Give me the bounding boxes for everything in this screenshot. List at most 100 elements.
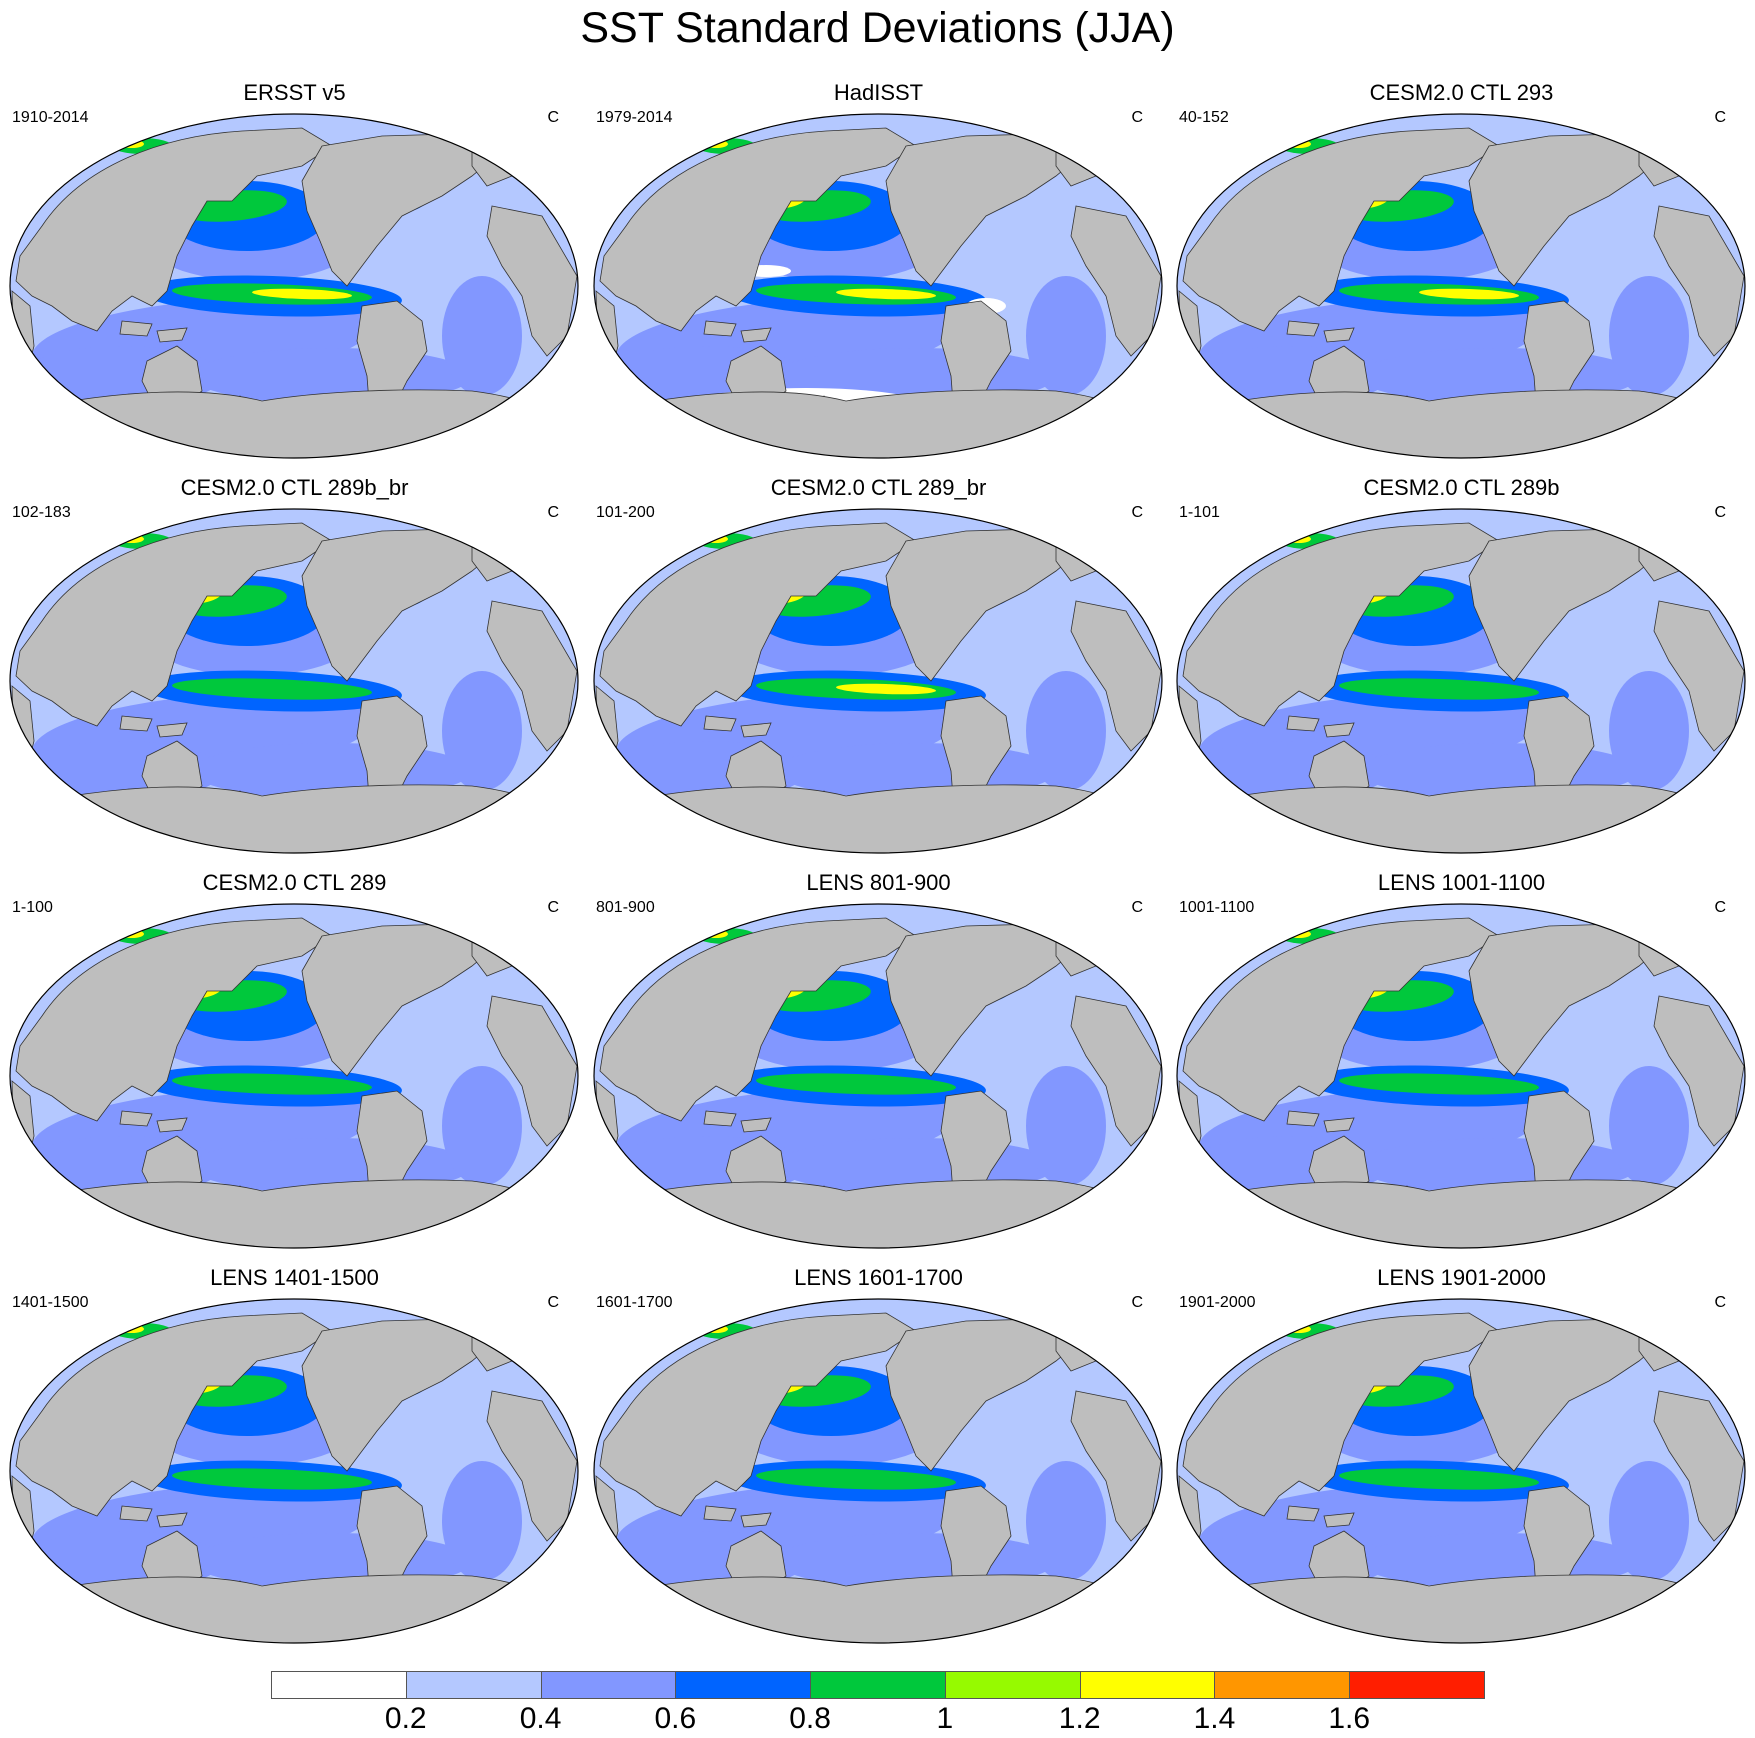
map-border [9,903,579,1249]
map-panel: LENS 801-900 801-900 C [586,870,1171,1255]
landmass [703,1505,737,1522]
landmass [119,1505,153,1522]
map-panel: ERSST v5 1910-2014 C [2,80,587,465]
variability-contour [1339,1468,1539,1490]
landmass [1286,1505,1320,1522]
colorbar-tick-label: 1.6 [1328,1702,1371,1735]
colorbar-tick-label: 1 [936,1702,954,1735]
variability-contour [172,1468,372,1490]
variability-contour [1419,288,1519,300]
landmass [599,917,917,1122]
panel-title: CESM2.0 CTL 293 [1369,80,1554,105]
panel-period: 101-200 [596,504,655,521]
colorbar-swatch [1079,1671,1216,1699]
variability-contour [1339,1073,1539,1095]
sst-map [593,508,1163,854]
sst-map [9,113,579,459]
colorbar-swatch [271,1671,407,1699]
colorbar-tick-label: 0.4 [519,1702,562,1735]
map-panel: LENS 1901-2000 1901-2000 C [1169,1265,1754,1650]
map-border [593,1298,1163,1644]
variability-contour [1026,671,1106,791]
map-border [1176,1298,1746,1644]
panel-period: 1979-2014 [596,109,673,126]
variability-contour [1026,276,1106,396]
map-panel: CESM2.0 CTL 293 40-152 C [1169,80,1754,465]
landmass [1653,600,1745,752]
landmass [1198,389,1725,458]
colorbar-swatch [810,1671,946,1699]
landmass [31,389,558,458]
colorbar-swatch [944,1671,1081,1699]
colorbar-swatch [675,1671,812,1699]
map-panel: CESM2.0 CTL 289b 1-101 C [1169,475,1754,860]
variability-contour [1026,1066,1106,1186]
panel-period: 1-100 [12,899,53,916]
sst-map [593,1298,1163,1644]
panel-period: 801-900 [596,899,655,916]
colorbar-tick-label: 0.6 [654,1702,697,1735]
variability-contour [442,1066,522,1186]
colorbar-tick-label: 0.8 [789,1702,831,1735]
map-border [1176,113,1746,459]
landmass [31,1574,558,1643]
panel-period: 1-101 [1179,504,1220,521]
panel-period: 1901-2000 [1179,1294,1256,1311]
landmass [156,722,188,738]
panel-units: C [1714,1294,1726,1311]
landmass [1070,1390,1162,1542]
landmass [1323,1117,1355,1133]
panel-period: 1401-1500 [12,1294,89,1311]
variability-contour [1026,1461,1106,1581]
landmass [1653,205,1745,357]
panel-title: CESM2.0 CTL 289b [1363,475,1560,500]
map-panel: LENS 1401-1500 1401-1500 C [2,1265,587,1650]
colorbar [271,1671,1485,1701]
panel-period: 102-183 [12,504,71,521]
map-border [593,113,1163,459]
variability-contour [1609,671,1689,791]
panel-units: C [1131,109,1143,126]
variability-contour [1609,1066,1689,1186]
colorbar-swatch [540,1671,677,1699]
landmass [15,917,333,1122]
panel-title: CESM2.0 CTL 289_br [770,475,987,500]
colorbar-swatch [1349,1671,1485,1699]
panel-units: C [1131,1294,1143,1311]
panel-period: 40-152 [1179,109,1229,126]
landmass [119,1110,153,1127]
landmass [740,1512,772,1528]
landmass [1182,1312,1500,1517]
map-panel: CESM2.0 CTL 289_br 101-200 C [586,475,1171,860]
variability-contour [756,1468,956,1490]
variability-contour [442,1461,522,1581]
landmass [615,389,1142,458]
panel-period: 1001-1100 [1179,899,1255,916]
sst-map [9,903,579,1249]
landmass [615,784,1142,853]
landmass [1070,995,1162,1147]
landmass [486,995,578,1147]
landmass [1070,600,1162,752]
sst-map [1176,903,1746,1249]
landmass [703,715,737,732]
landmass [615,1574,1142,1643]
map-border [1176,903,1746,1249]
sst-map [1176,1298,1746,1644]
sst-map [9,1298,579,1644]
landmass [1070,205,1162,357]
landmass [156,327,188,343]
landmass [486,1390,578,1542]
landmass [740,327,772,343]
landmass [1653,995,1745,1147]
panel-period: 1910-2014 [12,109,89,126]
landmass [1323,722,1355,738]
landmass [119,320,153,337]
variability-contour [172,1073,372,1095]
colorbar-tick-label: 1.4 [1193,1702,1236,1735]
colorbar-swatch [405,1671,542,1699]
panel-units: C [1714,504,1726,521]
landmass [486,205,578,357]
landmass [31,1179,558,1248]
sst-map [593,113,1163,459]
